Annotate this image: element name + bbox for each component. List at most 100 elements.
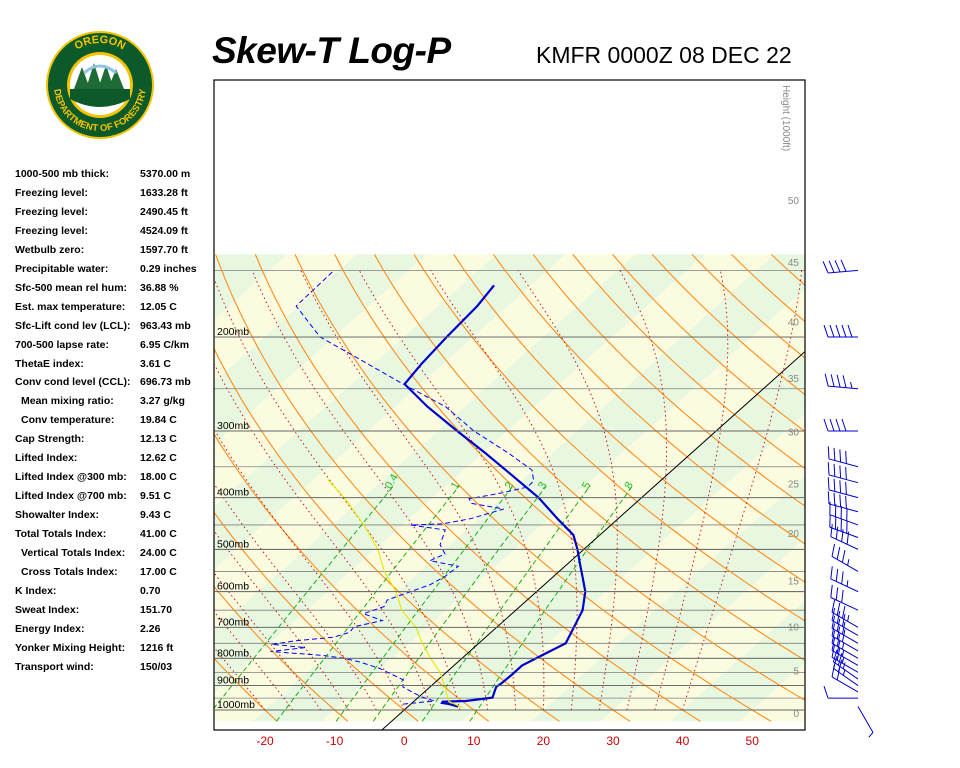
index-value: 24.00 C — [140, 547, 177, 559]
index-label: Sfc-500 mean rel hum: — [15, 281, 128, 294]
wind-barb-flag — [835, 568, 839, 582]
wind-barb-flag — [841, 589, 844, 603]
wind-barb-flag — [841, 529, 844, 542]
temperature-band — [0, 254, 148, 721]
index-label: 1000-500 mb thick: — [15, 168, 109, 180]
temperature-band — [252, 254, 805, 722]
wind-barb-flag — [836, 374, 841, 388]
dry-adiabat — [453, 254, 805, 583]
wind-barb-flag — [823, 685, 829, 699]
index-value: 12.13 C — [140, 433, 177, 446]
height-tick-label: 45 — [788, 258, 800, 269]
index-label: Est. max temperature: — [15, 300, 126, 313]
temperature-band — [321, 289, 805, 722]
wind-barb-flag — [836, 610, 841, 624]
index-value: 3.27 g/kg — [140, 395, 185, 408]
index-label: Sfc-Lift cond lev (LCL): — [15, 319, 131, 332]
wind-barb-staff — [828, 503, 859, 513]
wind-barb-flag — [841, 571, 844, 585]
wind-barb — [823, 418, 858, 432]
index-value: 1597.70 ft — [140, 243, 188, 256]
svg-text:OREGON: OREGON — [73, 34, 128, 53]
index-label: 700-500 lapse rate: — [15, 338, 109, 351]
temperature-tick-label: 30 — [606, 734, 620, 748]
moist-adiabat — [517, 270, 618, 711]
moist-adiabat — [430, 270, 578, 711]
wind-barb-flag — [836, 618, 841, 632]
moist-adiabat — [300, 270, 517, 711]
wind-barb — [831, 664, 859, 693]
wind-barb-staff — [831, 556, 859, 572]
index-label: Vertical Totals Index: — [21, 547, 126, 559]
wind-barb-staff — [831, 611, 859, 628]
wind-barb-flag — [845, 495, 847, 509]
wind-barb — [831, 623, 859, 652]
index-value: 0.70 — [140, 584, 161, 597]
dry-adiabat — [890, 254, 960, 721]
wind-barb — [827, 477, 859, 499]
station-time-label: KMFR 0000Z 08 DEC 22 — [536, 42, 792, 68]
mixing-ratio-label: 2 — [503, 480, 516, 491]
index-label: Transport wind: — [15, 660, 94, 673]
index-label: Conv temperature: — [21, 414, 115, 427]
dry-adiabat — [373, 254, 805, 661]
index-value: 17.00 C — [140, 565, 177, 578]
wind-barb-flag — [847, 324, 853, 338]
pressure-tick-label: 400mb — [217, 487, 249, 499]
wind-barb — [827, 446, 859, 468]
index-label: Lifted Index: — [15, 452, 78, 465]
mixing-ratio-line — [469, 485, 633, 722]
wind-barb-staff — [833, 661, 859, 680]
index-label: Mean mixing ratio: — [21, 395, 114, 408]
logo-text-top: OREGON — [73, 34, 128, 53]
wind-barb — [823, 685, 858, 699]
oregon-forestry-logo: OREGON DEPARTMENT OF FORESTRY — [46, 31, 154, 139]
wind-barb — [831, 615, 859, 644]
temperature-tick-label: -20 — [256, 734, 274, 748]
index-value: 9.43 C — [140, 509, 171, 522]
index-label: Cross Totals Index: — [21, 565, 118, 578]
wind-barb-flag — [823, 324, 829, 338]
index-label: Lifted Index @300 mb: — [15, 471, 127, 484]
wind-barb-staff — [831, 649, 859, 666]
pressure-tick-label: 900mb — [217, 675, 249, 687]
temperature-band — [461, 413, 805, 722]
wind-barb-flag — [831, 599, 836, 613]
wind-barb — [824, 373, 859, 390]
temperature-band — [809, 254, 960, 721]
mixing-ratio-line — [214, 485, 395, 709]
wind-barb-flag — [841, 621, 846, 635]
pressure-tick-label: 200mb — [217, 326, 249, 338]
wind-barb-flag — [831, 607, 836, 621]
moist-adiabat — [214, 276, 461, 711]
wind-barb-staff — [830, 597, 859, 611]
index-label: Showalter Index: — [15, 509, 100, 522]
index-label: Freezing level: — [15, 224, 88, 237]
parcel-path — [327, 479, 463, 709]
mixing-ratio-label: 8 — [622, 480, 635, 491]
pressure-tick-label: 1000mb — [217, 699, 255, 711]
wind-barb-flag — [836, 626, 841, 640]
index-label: ThetaE index: — [15, 357, 84, 370]
temperature-band — [739, 662, 805, 722]
wind-barb-staff — [829, 514, 859, 526]
index-value: 1633.28 ft — [140, 186, 188, 199]
chart-title: Skew-T Log-P — [212, 30, 451, 71]
wind-barb-flag — [842, 375, 847, 388]
wind-barb-half-flag — [841, 657, 845, 664]
moist-adiabat — [214, 646, 266, 711]
wind-barb-half-flag — [847, 615, 850, 622]
temperature-band — [214, 254, 705, 694]
temperature-band — [669, 600, 805, 722]
wind-barb-flag — [832, 649, 838, 662]
wind-barb-flag — [840, 259, 847, 272]
index-value: 19.84 C — [140, 414, 177, 427]
moist-adiabat — [214, 482, 377, 711]
height-tick-label: 20 — [788, 529, 800, 540]
pressure-tick-label: 600mb — [217, 581, 249, 593]
index-value: 5370.00 m — [140, 168, 191, 180]
dry-adiabat — [0, 254, 207, 721]
temperature-tick-label: 0 — [401, 734, 408, 748]
wind-barb-flag — [839, 494, 842, 508]
